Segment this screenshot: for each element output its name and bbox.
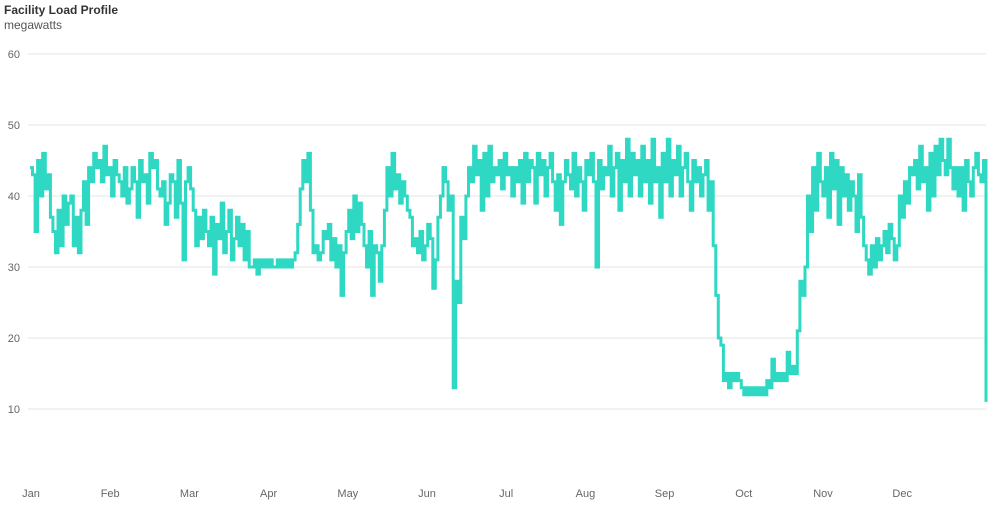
series-layer [30,137,988,402]
x-axis-ticks: Jan Feb Mar Apr May Jun Jul Aug Sep Oct Nov Dec [22,488,912,500]
x-tick-label-dec: Dec [892,488,912,500]
y-tick-label: 50 [8,120,20,132]
y-tick-label: 10 [8,404,20,416]
x-tick-label-apr: Apr [260,488,277,500]
x-tick-label-may: May [337,488,358,500]
x-tick-label-jan: Jan [22,488,40,500]
x-tick-label-jul: Jul [499,488,513,500]
chart-subtitle: megawatts [4,18,63,32]
chart-title: Facility Load Profile [4,3,119,17]
x-tick-label-jun: Jun [418,488,436,500]
series-line-0 [30,137,988,402]
x-tick-label-nov: Nov [813,488,833,500]
x-tick-label-sep: Sep [655,488,675,500]
gridlines [28,53,986,410]
y-axis-ticks: 10 20 30 40 50 60 [8,49,20,416]
x-tick-label-aug: Aug [576,488,596,500]
y-tick-label: 40 [8,191,20,203]
y-tick-label: 30 [8,262,20,274]
y-tick-label: 60 [8,49,20,61]
x-tick-label-feb: Feb [101,488,120,500]
y-tick-label: 20 [8,333,20,345]
x-tick-label-mar: Mar [180,488,199,500]
x-tick-label-oct: Oct [735,488,752,500]
